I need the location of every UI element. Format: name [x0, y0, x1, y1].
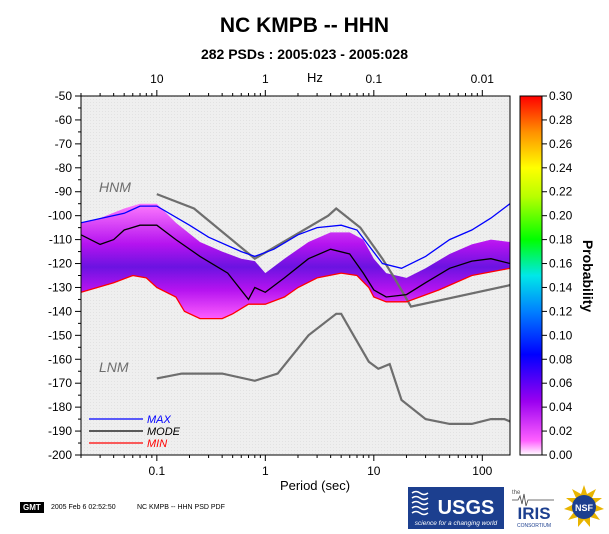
chart-title: NC KMPB -- HHN: [219, 14, 390, 37]
top-axis-label: Hz: [307, 70, 323, 85]
lnm-line: [156, 312, 510, 425]
mode-line: [81, 224, 510, 301]
colorbar-tick-label: 0.14: [549, 280, 573, 294]
x-tick-label: 1: [262, 464, 269, 478]
colorbar-tick-label: 0.28: [549, 113, 573, 127]
colorbar-tick-label: 0.22: [549, 185, 573, 199]
density-band: [81, 203, 510, 319]
colorbar-tick-label: 0.00: [549, 448, 573, 462]
min-line: [81, 267, 510, 320]
lnm-label: LNM: [99, 359, 129, 375]
y-tick-label: -80: [55, 161, 73, 175]
max-line: [81, 203, 510, 269]
top-tick-label: 1: [262, 72, 269, 86]
y-tick-label: -200: [48, 448, 72, 462]
hnm-line: [156, 193, 510, 308]
y-tick-label: -160: [48, 352, 72, 366]
top-tick-label: 0.01: [471, 72, 495, 86]
y-tick-label: -120: [48, 257, 72, 271]
colorbar-tick-label: 0.20: [549, 209, 573, 223]
y-tick-label: -100: [48, 209, 72, 223]
x-tick-label: 10: [367, 464, 381, 478]
y-tick-label: -110: [49, 233, 72, 247]
x-tick-label: 100: [472, 464, 492, 478]
legend-label-min: MIN: [147, 438, 167, 450]
x-axis-label: Period (sec): [280, 478, 350, 493]
colorbar-tick-label: 0.30: [549, 89, 573, 103]
colorbar-tick-label: 0.02: [549, 424, 573, 438]
y-tick-label: -170: [48, 376, 72, 390]
iris-logo: the IRIS CONSORTIUM: [512, 490, 554, 529]
colorbar-tick-label: 0.08: [549, 352, 573, 366]
svg-text:NSF: NSF: [575, 503, 594, 513]
y-tick-label: -50: [55, 89, 73, 103]
svg-text:science for a changing world: science for a changing world: [415, 520, 498, 527]
y-tick-label: -190: [48, 424, 72, 438]
legend: MAX MODE MIN: [89, 414, 181, 450]
svg-text:the: the: [512, 490, 521, 496]
svg-text:IRIS: IRIS: [517, 504, 550, 523]
colorbar-tick-label: 0.18: [549, 233, 573, 247]
colorbar-tick-label: 0.04: [549, 400, 573, 414]
colorbar-tick-label: 0.12: [549, 304, 573, 318]
footer-caption: NC KMPB -- HHN PSD PDF: [137, 504, 225, 511]
y-tick-label: -150: [48, 328, 72, 342]
y-tick-label: -60: [55, 113, 73, 127]
colorbar: [519, 95, 543, 456]
svg-text:USGS: USGS: [438, 497, 495, 519]
y-tick-label: -70: [55, 137, 73, 151]
y-tick-label: -90: [55, 185, 73, 199]
x-tick-label: 0.1: [148, 464, 165, 478]
chart-subtitle: 282 PSDs : 2005:023 - 2005:028: [200, 46, 409, 62]
y-tick-label: -140: [48, 304, 72, 318]
colorbar-tick-label: 0.10: [549, 328, 573, 342]
svg-text:CONSORTIUM: CONSORTIUM: [517, 523, 551, 529]
colorbar-tick-label: 0.26: [549, 137, 573, 151]
gmt-badge: GMT: [20, 502, 44, 513]
colorbar-label: Probability: [580, 240, 596, 313]
footer-timestamp: 2005 Feb 6 02:52:50: [51, 504, 116, 511]
y-tick-label: -180: [48, 400, 72, 414]
nsf-logo: NSF: [564, 485, 604, 527]
colorbar-tick-label: 0.16: [549, 257, 573, 271]
top-tick-label: 0.1: [365, 72, 382, 86]
colorbar-tick-label: 0.24: [549, 161, 573, 175]
hnm-label: HNM: [99, 179, 131, 195]
legend-label-max: MAX: [147, 414, 172, 426]
colorbar-tick-label: 0.06: [549, 376, 573, 390]
legend-label-mode: MODE: [147, 426, 181, 438]
usgs-logo: USGS science for a changing world: [408, 487, 504, 529]
top-tick-label: 10: [150, 72, 164, 86]
y-tick-label: -130: [48, 280, 72, 294]
